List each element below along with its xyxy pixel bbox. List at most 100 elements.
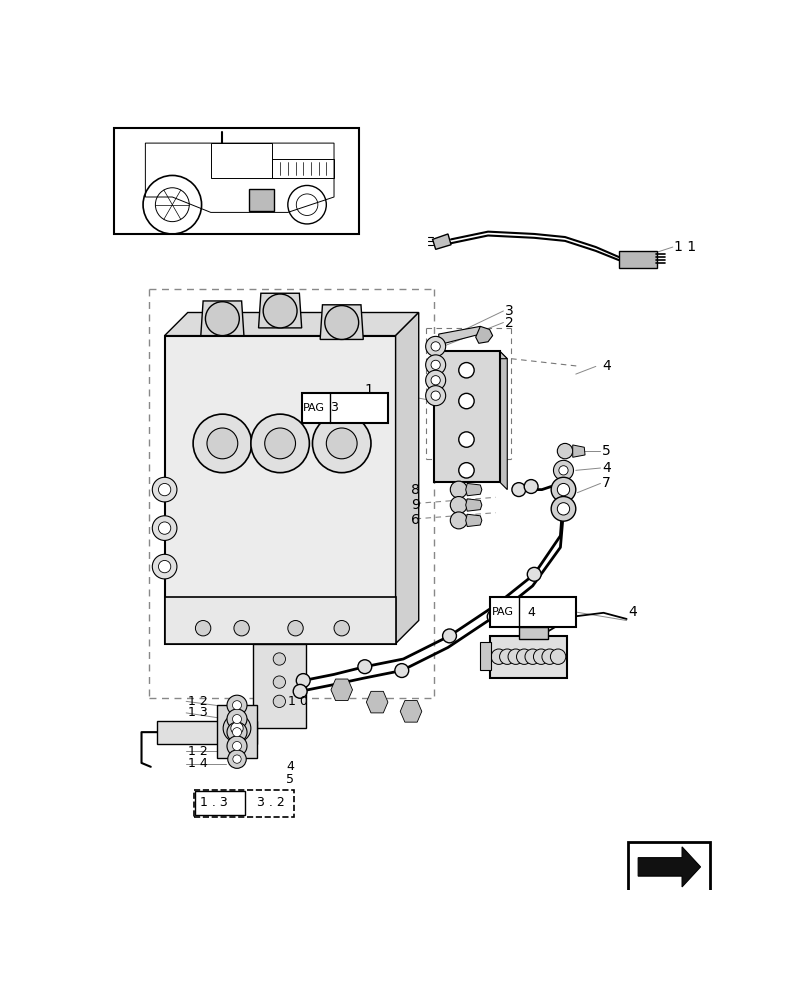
Circle shape xyxy=(528,567,541,581)
Text: 1 3: 1 3 xyxy=(187,706,208,719)
Circle shape xyxy=(288,620,303,636)
Circle shape xyxy=(368,694,385,711)
Circle shape xyxy=(542,649,558,664)
Polygon shape xyxy=(396,312,419,644)
Bar xyxy=(157,721,257,744)
Circle shape xyxy=(558,503,570,515)
Bar xyxy=(253,644,305,728)
Circle shape xyxy=(227,722,247,742)
Circle shape xyxy=(459,432,474,447)
Polygon shape xyxy=(320,305,364,339)
Circle shape xyxy=(459,393,474,409)
Circle shape xyxy=(265,428,296,459)
Bar xyxy=(434,351,499,482)
Circle shape xyxy=(227,736,247,756)
Text: 8: 8 xyxy=(411,483,420,497)
Circle shape xyxy=(551,497,576,521)
Text: 4: 4 xyxy=(628,605,637,619)
Circle shape xyxy=(559,466,568,475)
Text: 2: 2 xyxy=(505,316,514,330)
Text: PAG: PAG xyxy=(492,607,514,617)
Circle shape xyxy=(533,649,549,664)
Text: 4: 4 xyxy=(527,606,535,619)
Circle shape xyxy=(273,695,285,708)
Circle shape xyxy=(491,649,507,664)
Circle shape xyxy=(233,715,242,724)
Circle shape xyxy=(152,477,177,502)
Polygon shape xyxy=(465,514,482,527)
Circle shape xyxy=(553,460,574,480)
Text: 1: 1 xyxy=(365,382,373,396)
Circle shape xyxy=(525,649,541,664)
Circle shape xyxy=(402,703,419,720)
Bar xyxy=(490,636,566,678)
Circle shape xyxy=(450,512,467,529)
Text: 1 0: 1 0 xyxy=(288,695,308,708)
Circle shape xyxy=(273,676,285,688)
Polygon shape xyxy=(259,293,301,328)
Circle shape xyxy=(250,414,309,473)
Circle shape xyxy=(443,629,457,643)
Circle shape xyxy=(426,336,446,356)
Circle shape xyxy=(233,755,241,763)
Polygon shape xyxy=(465,483,482,496)
Polygon shape xyxy=(499,351,507,490)
Circle shape xyxy=(227,709,247,729)
Text: 1 1: 1 1 xyxy=(675,240,696,254)
Bar xyxy=(194,790,294,817)
Text: 5: 5 xyxy=(602,444,611,458)
Text: 7: 7 xyxy=(602,476,611,490)
Circle shape xyxy=(158,560,170,573)
Polygon shape xyxy=(331,679,352,701)
Text: 5: 5 xyxy=(286,773,294,786)
Polygon shape xyxy=(573,445,585,457)
Circle shape xyxy=(273,653,285,665)
Bar xyxy=(628,842,709,900)
Circle shape xyxy=(395,664,409,677)
Circle shape xyxy=(516,649,532,664)
Circle shape xyxy=(196,620,211,636)
Circle shape xyxy=(450,497,467,513)
Bar xyxy=(301,393,388,423)
Circle shape xyxy=(334,620,349,636)
Circle shape xyxy=(325,306,359,339)
Text: 4: 4 xyxy=(602,461,611,475)
Circle shape xyxy=(326,428,357,459)
Text: 4: 4 xyxy=(602,359,611,373)
Circle shape xyxy=(558,443,573,459)
Circle shape xyxy=(158,483,170,496)
Text: 1 . 3: 1 . 3 xyxy=(200,796,228,809)
Text: 1 2: 1 2 xyxy=(187,695,208,708)
Polygon shape xyxy=(201,301,244,336)
Circle shape xyxy=(207,428,238,459)
Circle shape xyxy=(313,414,371,473)
Circle shape xyxy=(228,750,246,768)
Circle shape xyxy=(333,681,350,698)
Text: 3: 3 xyxy=(330,401,338,414)
Circle shape xyxy=(205,302,239,336)
Polygon shape xyxy=(434,351,507,359)
Bar xyxy=(217,705,257,758)
Bar xyxy=(480,642,491,670)
Circle shape xyxy=(223,714,250,742)
Circle shape xyxy=(152,516,177,540)
Polygon shape xyxy=(619,251,658,268)
Circle shape xyxy=(231,722,243,734)
Polygon shape xyxy=(165,336,396,644)
Text: 1 4: 1 4 xyxy=(187,757,208,770)
Circle shape xyxy=(426,355,446,375)
Text: 3: 3 xyxy=(505,304,514,318)
Polygon shape xyxy=(439,326,480,345)
Bar xyxy=(196,791,246,815)
Bar xyxy=(250,189,274,211)
Circle shape xyxy=(426,370,446,390)
Circle shape xyxy=(558,483,570,496)
Circle shape xyxy=(233,701,242,710)
Text: 1 2: 1 2 xyxy=(187,745,208,758)
Polygon shape xyxy=(400,701,422,722)
Circle shape xyxy=(426,386,446,406)
Polygon shape xyxy=(366,691,388,713)
Circle shape xyxy=(508,649,524,664)
Circle shape xyxy=(234,620,250,636)
Circle shape xyxy=(551,477,576,502)
